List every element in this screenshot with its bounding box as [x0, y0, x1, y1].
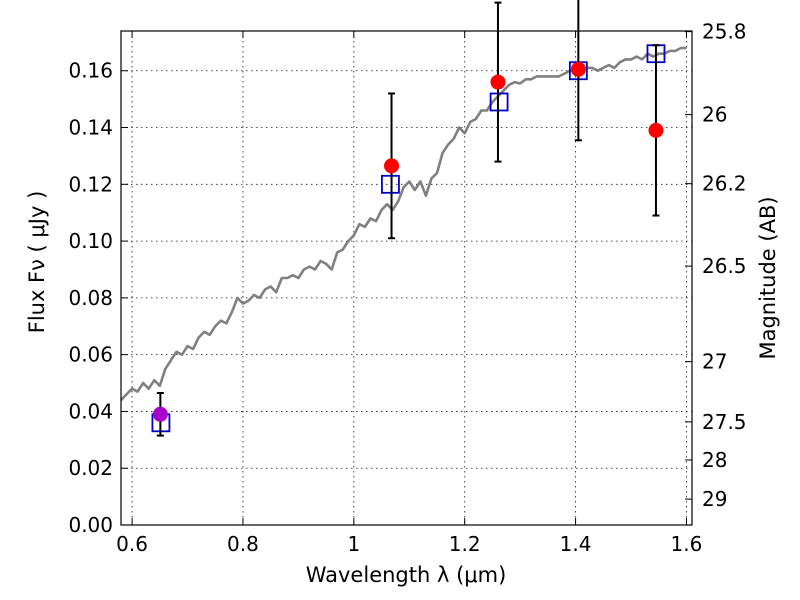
observed-flux-point [152, 406, 168, 422]
x-tick-label: 1 [347, 532, 360, 556]
right-tick-label: 26.2 [702, 172, 747, 196]
model-photometry-box [381, 174, 400, 194]
y-tick-label: 0.02 [68, 456, 113, 480]
y-tick-label: 0.16 [68, 59, 113, 83]
x-axis-title: Wavelength λ (μm) [306, 563, 507, 587]
observed-flux-point [490, 74, 506, 90]
plot-frame [120, 30, 693, 526]
y-tick-label: 0.14 [68, 116, 113, 140]
right-tick-label: 29 [702, 487, 727, 511]
model-photometry-box [489, 92, 509, 112]
y-tick-label: 0.10 [68, 229, 113, 253]
y-tick-label: 0.04 [68, 399, 113, 423]
right-tick-label: 27.5 [702, 410, 747, 434]
model-spectrum-line [120, 46, 687, 402]
right-tick-label: 26.5 [702, 254, 747, 278]
right-tick-label: 27 [702, 350, 727, 374]
y-tick-label: 0.06 [68, 343, 113, 367]
spectrum-layer [120, 46, 687, 402]
x-tick-label: 0.6 [116, 532, 148, 556]
x-tick-label: 1.2 [449, 532, 481, 556]
right-tick-label: 28 [702, 448, 727, 472]
y-axis-title: Flux Fν ( μJy ) [25, 191, 49, 334]
x-tick-label: 1.4 [560, 532, 592, 556]
right-tick-label: 25.8 [702, 20, 747, 44]
right-axis-title: Magnitude (AB) [756, 196, 780, 359]
y-tick-label: 0.00 [68, 513, 113, 537]
x-tick-label: 0.8 [227, 532, 259, 556]
observed-flux-point [384, 158, 400, 174]
ticks-layer: 0.6 0.8 1 1.2 1.4 1.6 0.00 0.02 0.04 0.06 0.08 0.10… [68, 20, 746, 556]
grid-lines [121, 31, 692, 525]
observed-flux-point [570, 61, 586, 77]
y-tick-label: 0.08 [68, 286, 113, 310]
right-tick-label: 26 [702, 103, 727, 127]
y-tick-label: 0.12 [68, 172, 113, 196]
marker-layer [151, 0, 666, 437]
observed-flux-point [648, 122, 664, 138]
x-tick-label: 1.6 [671, 532, 703, 556]
